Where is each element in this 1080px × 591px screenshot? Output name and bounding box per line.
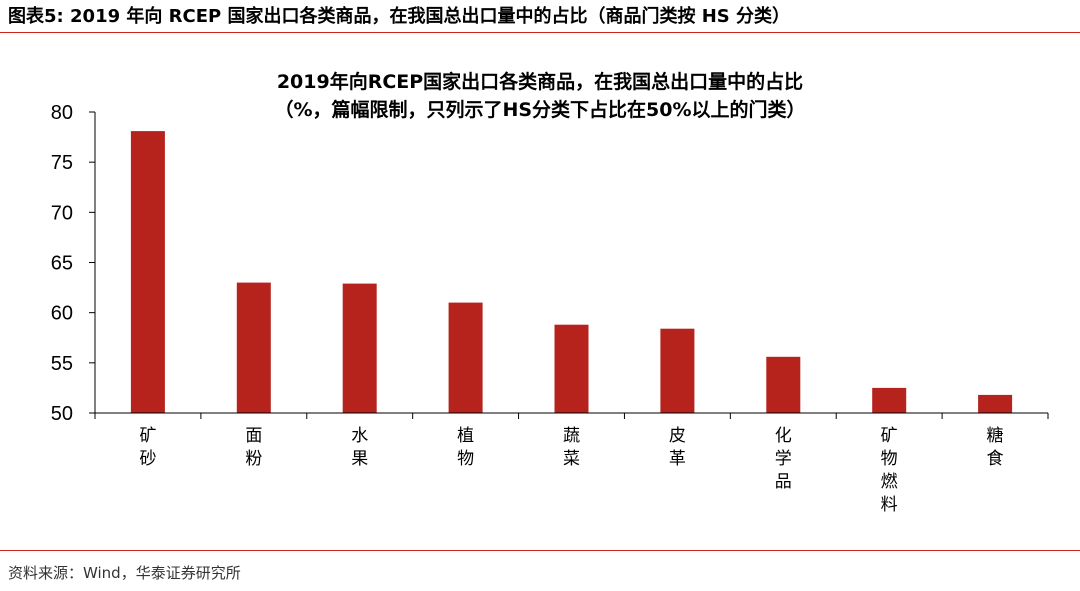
bar-2 <box>236 282 271 413</box>
x-category-label: 面粉 <box>245 426 262 469</box>
x-category-label: 化学品 <box>775 426 792 492</box>
bar-8 <box>872 387 907 413</box>
chart-title: 2019年向RCEP国家出口各类商品，在我国总出口量中的占比 <box>277 70 803 93</box>
y-tick-label: 75 <box>51 152 73 174</box>
chart-subtitle: （%，篇幅限制，只列示了HS分类下占比在50%以上的门类） <box>274 98 805 121</box>
bar-6 <box>660 328 695 413</box>
axes: 50 55 60 65 70 75 80 矿砂 面粉 水果 植物 蔬菜 皮革 化学品 矿物燃料 糖食 <box>51 102 1049 515</box>
x-category-label: 蔬菜 <box>563 426 580 469</box>
bar-1 <box>130 131 165 413</box>
y-tick-label: 80 <box>51 102 73 124</box>
source-note: 资料来源：Wind，华泰证券研究所 <box>8 564 241 582</box>
y-tick-label: 55 <box>51 353 73 375</box>
header-rule <box>0 32 1080 33</box>
bar-3 <box>342 283 377 413</box>
y-tick-label: 65 <box>51 253 73 275</box>
footer-rule <box>0 550 1080 551</box>
bar-5 <box>554 324 589 413</box>
x-category-label: 糖食 <box>987 426 1004 469</box>
y-tick-label: 70 <box>51 202 73 224</box>
bar-7 <box>766 356 801 413</box>
x-category-label: 水果 <box>351 426 368 469</box>
x-category-label: 皮革 <box>669 426 686 469</box>
x-category-label: 植物 <box>457 426 474 469</box>
x-category-label: 矿物燃料 <box>881 426 898 515</box>
y-tick-label: 60 <box>51 303 73 325</box>
bar-4 <box>448 302 483 413</box>
bars-layer <box>130 131 1013 413</box>
bar-9 <box>978 394 1013 413</box>
bar-chart: 2019年向RCEP国家出口各类商品，在我国总出口量中的占比 （%，篇幅限制，只… <box>51 70 1049 515</box>
figure-caption-text: 2019 年向 RCEP 国家出口各类商品，在我国总出口量中的占比（商品门类按 … <box>70 6 791 27</box>
figure-caption: 图表5: 2019 年向 RCEP 国家出口各类商品，在我国总出口量中的占比（商… <box>8 4 1072 30</box>
x-category-label: 矿砂 <box>139 426 156 469</box>
figure-label: 图表5: <box>8 6 64 27</box>
y-tick-label: 50 <box>51 403 73 425</box>
